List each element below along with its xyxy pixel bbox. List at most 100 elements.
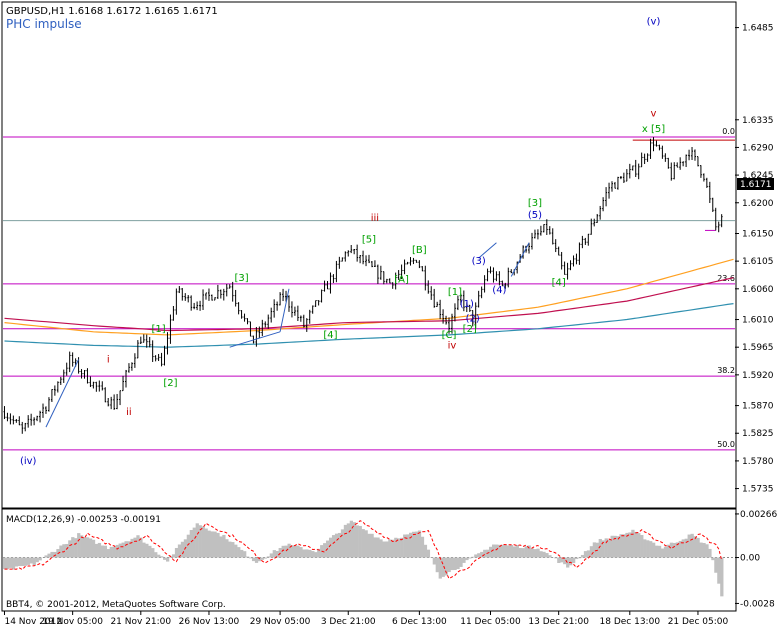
macd-bar (293, 545, 297, 558)
wave-label: (3) (472, 256, 486, 267)
macd-bar (94, 543, 99, 558)
macd-bar (666, 544, 671, 558)
price-candles (3, 137, 723, 434)
macd-bar (557, 557, 561, 563)
wave-label: [3] (528, 198, 542, 209)
macd-bar (29, 557, 33, 564)
macd-bar (257, 557, 262, 562)
macd-bar (174, 547, 179, 558)
wave-label: [C] (442, 330, 457, 341)
price-tick-label: 1.6150 (742, 229, 774, 239)
macd-bar (542, 551, 546, 558)
macd-bar (337, 532, 342, 558)
macd-bar (115, 544, 119, 558)
macd-bar (717, 557, 721, 584)
macd-bar (35, 557, 39, 563)
macd-bar (284, 545, 288, 558)
macd-bar (358, 525, 362, 558)
price-tick-label: 1.6335 (742, 116, 774, 126)
macd-bar (80, 535, 84, 558)
macd-bar (234, 544, 238, 558)
current-price-label: 1.6171 (740, 180, 772, 190)
macd-bar (20, 557, 25, 567)
macd-tick-label: 0.00266 (740, 510, 777, 520)
macd-bar (610, 535, 614, 558)
macd-bar (50, 551, 54, 558)
macd-bar (97, 542, 102, 558)
wave-label: [1] (152, 324, 166, 335)
macd-bar (296, 545, 300, 558)
macd-bar (254, 557, 259, 563)
price-tick-label: 1.6010 (742, 316, 774, 326)
wave-label: iv (448, 340, 457, 351)
macd-bar (468, 557, 472, 559)
macd-bar (121, 542, 125, 558)
macd-bar (311, 551, 315, 558)
macd-bar (213, 531, 217, 558)
macd-bar (426, 549, 431, 558)
macd-bar (654, 545, 659, 558)
moving-averages (4, 258, 734, 348)
price-tick-label: 1.5780 (742, 457, 774, 467)
macd-bar (619, 534, 623, 558)
macd-bar (71, 537, 75, 558)
macd-bar (503, 544, 508, 558)
macd-bar (26, 557, 30, 565)
fib-level-label: 23.6 (717, 274, 735, 283)
macd-bar (646, 540, 650, 558)
macd-bar (652, 542, 656, 558)
price-tick-label: 1.5735 (742, 485, 774, 495)
macd-bar (400, 537, 404, 558)
macd-bar (625, 532, 629, 558)
wave-label: [4] (552, 278, 566, 289)
macd-bar (201, 526, 205, 558)
macd-bar (643, 539, 647, 558)
price-axis: 1.6485 1.6335 1.6290 1.6245 1.6200 1.6150 1.61… (735, 24, 774, 495)
symbol-header: GBPUSD,H1 1.6168 1.6172 1.6165 1.6171 (6, 6, 218, 17)
macd-bar (672, 542, 677, 558)
macd-bar (260, 557, 265, 560)
macd-bar (711, 557, 715, 561)
macd-bar (340, 529, 345, 558)
ma-teal (4, 303, 734, 348)
macd-bar (355, 525, 359, 558)
macd-bar (607, 539, 611, 558)
macd-bar (165, 557, 170, 562)
macd-bar (370, 533, 374, 558)
macd-bar (317, 548, 321, 558)
macd-bar (450, 557, 454, 571)
macd-bar (687, 534, 691, 558)
macd-bar (151, 548, 155, 558)
macd-bar (225, 539, 229, 558)
macd-bar (604, 538, 608, 558)
macd-bar (669, 542, 674, 558)
macd-bar (23, 557, 28, 566)
macd-bar (192, 527, 196, 558)
macd-bar (649, 541, 653, 558)
wave-label: [4] (323, 330, 337, 341)
macd-tick-label: 0.00 (740, 554, 760, 564)
macd-bar (376, 537, 380, 558)
macd-bar (432, 557, 436, 565)
macd-bar (474, 554, 478, 558)
macd-bar (681, 539, 685, 558)
macd-bar (195, 523, 199, 558)
macd-bar (714, 557, 718, 573)
macd-bar (207, 530, 211, 558)
macd-bar (314, 552, 318, 558)
macd-bar (59, 545, 63, 558)
macd-bar (580, 554, 585, 558)
macd-bar (539, 551, 543, 558)
wave-label: [5] (362, 235, 376, 246)
wave-label: (5) (528, 210, 542, 221)
macd-bar (14, 557, 19, 567)
price-tick-label: 1.6200 (742, 199, 774, 209)
macd-bar (100, 545, 105, 558)
macd-bar (240, 549, 244, 558)
macd-bar (406, 534, 410, 558)
price-tick-label: 1.6245 (742, 171, 774, 181)
macd-bar (420, 536, 425, 558)
macd-bar (243, 551, 247, 558)
macd-bar (459, 557, 463, 567)
macd-bar (628, 532, 632, 558)
